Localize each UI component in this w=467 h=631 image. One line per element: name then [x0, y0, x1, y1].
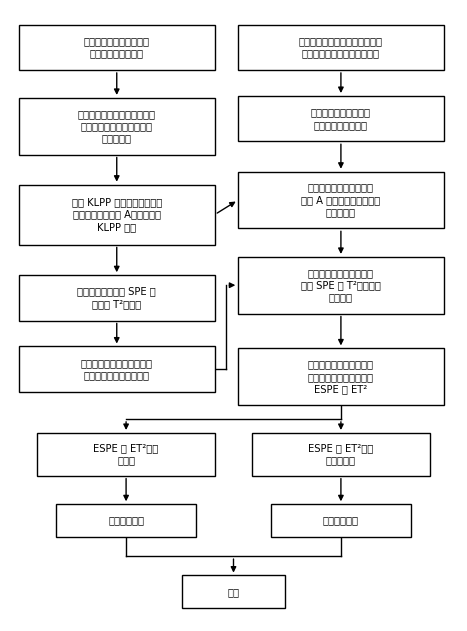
- Text: ESPE 或 ET²超过
控制限: ESPE 或 ET²超过 控制限: [93, 443, 159, 466]
- Text: 利用 KLPP 算法提取每个归一
化矩阵的投影矩阵 A，建立多个
KLPP 模型: 利用 KLPP 算法提取每个归一 化矩阵的投影矩阵 A，建立多个 KLPP 模型: [71, 197, 162, 232]
- Bar: [19, 346, 215, 392]
- Text: 将各个子模型的检测结果
结合，计算出集成统计量
ESPE 和 ET²: 将各个子模型的检测结果 结合，计算出集成统计量 ESPE 和 ET²: [308, 359, 374, 394]
- Text: 异常时刻数据: 异常时刻数据: [108, 516, 144, 526]
- Bar: [19, 184, 215, 244]
- Text: 正常时刻数据: 正常时刻数据: [323, 516, 359, 526]
- Text: 选择一系列的高斯核函数，计
算原始样本的核矩阵并进行
归一化处理: 选择一系列的高斯核函数，计 算原始样本的核矩阵并进行 归一化处理: [78, 109, 156, 144]
- Text: 将归一化矩阵向每个投影
矩阵 A 上进行投影，得到新
的样本数据: 将归一化矩阵向每个投影 矩阵 A 上进行投影，得到新 的样本数据: [301, 182, 381, 218]
- Text: 计算每个子模型新样本数
据的 SPE 和 T²并转化成
概率形式: 计算每个子模型新样本数 据的 SPE 和 T²并转化成 概率形式: [301, 268, 381, 303]
- Text: 计算待检测样本的核矩
阵并进行归一化处理: 计算待检测样本的核矩 阵并进行归一化处理: [311, 107, 371, 130]
- Bar: [19, 275, 215, 321]
- Text: ESPE 和 ET²均未
超过控制限: ESPE 和 ET²均未 超过控制限: [308, 443, 374, 466]
- Bar: [271, 504, 411, 537]
- Bar: [238, 25, 444, 70]
- Text: 计算每个子模型的 SPE 统
计量和 T²统计量: 计算每个子模型的 SPE 统 计量和 T²统计量: [78, 286, 156, 309]
- Text: 利用核密度估计确定各子模
型的两个统计量的控制限: 利用核密度估计确定各子模 型的两个统计量的控制限: [81, 358, 153, 380]
- Bar: [238, 257, 444, 314]
- Text: 收集正常操作下的历史数
据并进行标准化处理: 收集正常操作下的历史数 据并进行标准化处理: [84, 36, 150, 59]
- Bar: [19, 98, 215, 155]
- Bar: [238, 172, 444, 228]
- Bar: [56, 504, 196, 537]
- Text: 结束: 结束: [227, 587, 240, 597]
- Bar: [182, 575, 285, 608]
- Bar: [238, 96, 444, 141]
- Bar: [37, 433, 215, 476]
- Bar: [238, 348, 444, 405]
- Bar: [252, 433, 430, 476]
- Text: 新来样本数据，利用原始数据的
均值和方差对其进行标准化处: 新来样本数据，利用原始数据的 均值和方差对其进行标准化处: [299, 36, 383, 59]
- Bar: [19, 25, 215, 70]
